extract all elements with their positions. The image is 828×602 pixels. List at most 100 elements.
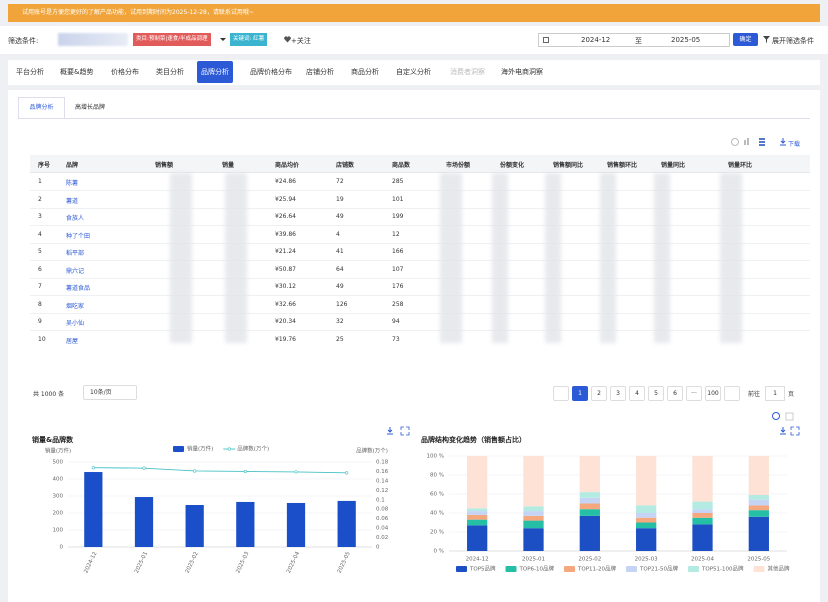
goto-input[interactable]: 1 — [765, 386, 785, 401]
nav-tab[interactable]: 商品分析 — [351, 68, 379, 76]
caret-icon[interactable] — [220, 38, 226, 44]
page-button[interactable]: ··· — [686, 386, 702, 401]
table-icon[interactable] — [785, 412, 794, 421]
table-cell: 94 — [392, 318, 400, 325]
y-tick-label: 80 % — [430, 473, 444, 479]
chart-title: 品牌结构变化趋势（销售额占比） — [421, 435, 526, 444]
download-button[interactable]: 下载 — [788, 141, 801, 148]
bar — [692, 456, 713, 502]
prev-page[interactable] — [553, 386, 569, 401]
page-button[interactable]: 100 — [705, 386, 721, 401]
y-tick-label: 60 % — [430, 492, 444, 498]
x-tick-label: 2024-12 — [83, 551, 98, 574]
x-tick-label: 2025-01 — [134, 551, 149, 574]
keyword-tag[interactable]: 关键词: 红薯 — [230, 33, 268, 46]
nav-tab[interactable]: 海外电商洞察 — [501, 68, 543, 76]
y-tick-label: 300 — [53, 494, 64, 500]
brand-link[interactable]: 陈薯 — [66, 180, 79, 187]
table-cell: 4 — [336, 230, 340, 238]
table-cell: 19 — [336, 195, 344, 203]
page-button[interactable]: 3 — [610, 386, 626, 401]
confirm-button[interactable]: 确定 — [733, 33, 758, 46]
table-cell: 126 — [336, 300, 348, 308]
bar — [748, 494, 769, 500]
bar — [636, 522, 657, 529]
brand-link[interactable]: 种了个田 — [66, 232, 91, 240]
column-header: 销量 — [222, 162, 235, 169]
date-start[interactable]: 2024-12 — [581, 36, 611, 44]
y2-tick-label: 0.18 — [376, 460, 389, 466]
brand-link[interactable]: 食族人 — [66, 215, 85, 222]
nav-tab[interactable]: 店铺分析 — [306, 68, 334, 76]
page-button[interactable]: 2 — [591, 386, 607, 401]
bar — [467, 456, 488, 509]
nav-tab[interactable]: 平台分析 — [16, 68, 44, 76]
page-button[interactable]: 5 — [648, 386, 664, 401]
page-button[interactable]: 6 — [667, 386, 683, 401]
table-cell: ¥39.86 — [275, 230, 296, 238]
nav-tab[interactable]: 价格分布 — [111, 68, 139, 76]
blurred-input[interactable] — [58, 33, 128, 46]
table-cell: 73 — [392, 335, 400, 343]
clock-icon[interactable] — [772, 412, 780, 420]
filter-bar: 筛选条件: 类目:预制菜|速食/半成品调理 关键词: 红薯 +关注 2024-1… — [0, 26, 828, 54]
subtab-active[interactable]: 品牌分析 — [18, 97, 65, 118]
date-range[interactable]: 2024-12 至 2025-05 — [538, 33, 730, 47]
brand-link[interactable]: 鼎六记 — [66, 267, 85, 275]
nav-tab[interactable]: 自定义分析 — [396, 68, 431, 76]
brand-link[interactable]: 薯道 — [66, 197, 79, 205]
line-point — [142, 466, 146, 470]
bar — [692, 513, 713, 518]
next-page[interactable] — [724, 386, 740, 401]
nav-tab[interactable]: 消费者洞察 — [450, 68, 485, 76]
line — [93, 467, 347, 474]
table-cell: 7 — [38, 283, 42, 290]
page-size-select[interactable]: 10条/页 — [83, 385, 137, 400]
brand-link[interactable]: 薯道食品 — [66, 285, 91, 292]
expand-filters[interactable]: 展开筛选条件 — [772, 37, 814, 45]
nav-tab[interactable]: 品牌分析 — [197, 61, 233, 83]
category-tag[interactable]: 类目:预制菜|速食/半成品调理 — [133, 33, 211, 46]
y-tick-label: 200 — [53, 511, 64, 517]
row-divider — [30, 260, 810, 261]
table-cell: 8 — [38, 300, 42, 308]
legend-swatch — [227, 447, 231, 451]
y-tick-label: 0 % — [434, 549, 444, 555]
bar — [748, 505, 769, 511]
date-end[interactable]: 2025-05 — [671, 36, 701, 44]
fullscreen-icon[interactable] — [790, 426, 800, 436]
toolbar-icons[interactable] — [730, 137, 775, 147]
table-cell: ¥30.12 — [275, 283, 296, 290]
y2-tick-label: 0.04 — [376, 526, 389, 532]
table-cell: 4 — [38, 230, 42, 238]
follow-button[interactable]: +关注 — [291, 37, 311, 45]
table-cell: 199 — [392, 213, 404, 220]
filter-label: 筛选条件: — [8, 37, 39, 45]
calendar-icon — [543, 37, 549, 43]
table-cell: 285 — [392, 178, 404, 185]
download-icon[interactable] — [387, 427, 393, 435]
page-button[interactable]: 1 — [572, 386, 588, 401]
column-header: 销售额 — [155, 162, 174, 169]
brand-link[interactable]: 烟吃家 — [66, 302, 85, 310]
brand-link[interactable]: 吴小仙 — [66, 320, 85, 327]
brand-link[interactable]: 居屋 — [66, 337, 79, 345]
brand-link[interactable]: 稻平部 — [66, 250, 85, 257]
table-cell: 32 — [336, 318, 344, 325]
legend-swatch — [688, 566, 700, 572]
nav-tab[interactable]: 品牌价格分布 — [250, 68, 292, 76]
fullscreen-icon[interactable] — [400, 426, 410, 436]
bar — [579, 497, 600, 504]
page-button[interactable]: 4 — [629, 386, 645, 401]
subtab[interactable]: 高增长品牌 — [74, 104, 105, 111]
download-icon[interactable] — [779, 138, 787, 146]
table-header — [30, 155, 810, 173]
nav-tab[interactable]: 概要&趋势 — [60, 68, 94, 76]
legend-swatch — [753, 566, 765, 572]
download-icon[interactable] — [780, 427, 786, 435]
y-tick-label: 20 % — [430, 530, 444, 536]
row-divider — [30, 312, 810, 314]
nav-tab[interactable]: 类目分析 — [156, 68, 184, 76]
row-divider — [30, 330, 810, 331]
column-header: 序号 — [38, 162, 51, 169]
